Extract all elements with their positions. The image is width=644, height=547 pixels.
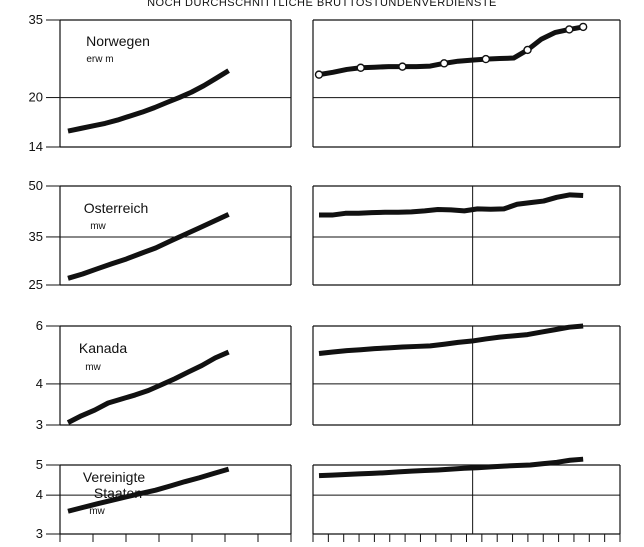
panel-norwegen: 14 20 35 Norwegen erw m <box>29 12 621 154</box>
panel-label: Osterreich <box>84 200 149 216</box>
series-line-left <box>67 212 230 281</box>
panel-unit: mw <box>85 362 101 373</box>
y-tick-label: 5 <box>36 457 43 472</box>
y-tick-label: 20 <box>29 90 43 105</box>
panel-label: Kanada <box>79 340 127 356</box>
series-line-left <box>67 68 230 134</box>
y-tick-label: 35 <box>29 12 43 27</box>
y-tick-label: 35 <box>29 229 43 244</box>
series-line-left <box>67 466 230 514</box>
series-marker <box>314 70 324 79</box>
series-marker <box>481 54 491 64</box>
y-tick-label: 4 <box>36 487 43 502</box>
series-line-right <box>318 456 584 479</box>
panel-label: Vereinigte <box>83 469 145 485</box>
y-tick-label: 4 <box>36 376 43 391</box>
panel-kanada: 3 4 6 Kanada mw <box>36 318 621 432</box>
panel-unit: mw <box>90 221 106 232</box>
panel-osterreich: 25 35 50 Osterreich mw <box>29 178 621 292</box>
panel-label: Norwegen <box>86 33 150 49</box>
y-tick-label: 25 <box>29 277 43 292</box>
series-marker <box>523 45 532 55</box>
series-marker <box>565 25 574 34</box>
panel-unit: erw m <box>86 54 113 65</box>
series-marker <box>356 63 365 72</box>
series-marker <box>439 59 449 68</box>
panel-unit: mw <box>89 506 105 517</box>
y-tick-label: 6 <box>36 318 43 333</box>
y-tick-label: 3 <box>36 417 43 432</box>
series-line-right <box>318 323 584 356</box>
y-tick-label: 14 <box>29 139 43 154</box>
series-marker <box>398 62 407 71</box>
y-tick-label: 3 <box>36 526 43 541</box>
series-line-left <box>66 349 230 425</box>
figure-title: NOCH DURCHSCHNITTLICHE BRUTTOSTUNDENVERD… <box>147 0 497 9</box>
panel-label: Staaten <box>94 485 142 501</box>
series-line-right <box>319 192 584 218</box>
y-tick-label: 50 <box>29 178 43 193</box>
series-marker <box>578 22 588 32</box>
